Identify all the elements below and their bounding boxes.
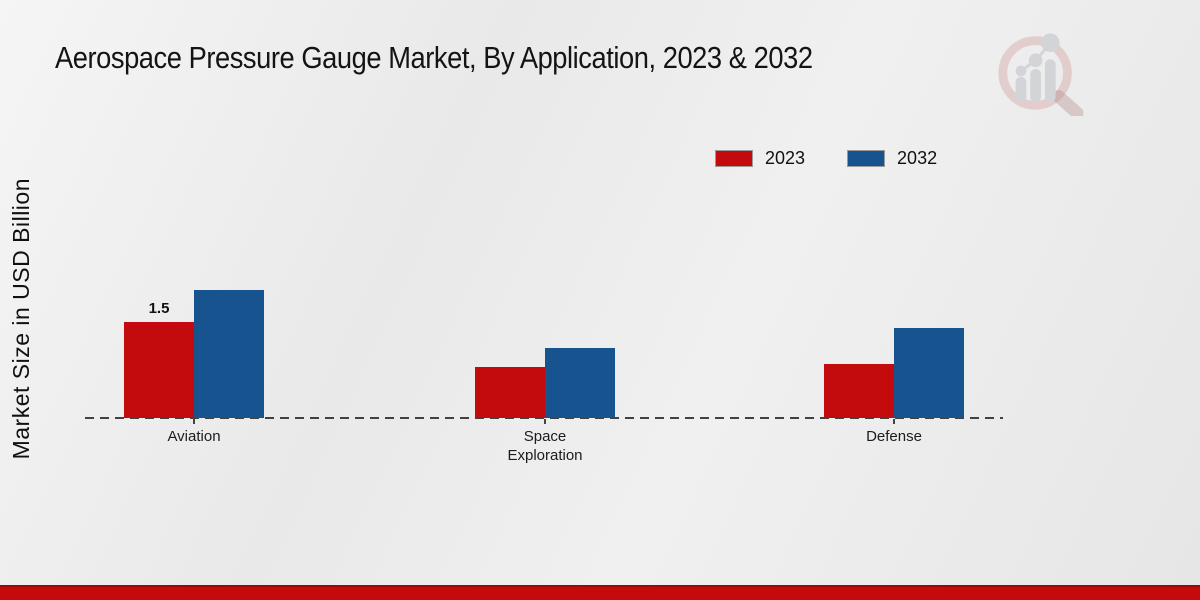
x-axis-baseline [85,417,1003,419]
logo-dot-3 [1041,33,1060,52]
axis-tick-aviation [193,419,195,424]
chart-title: Aerospace Pressure Gauge Market, By Appl… [55,40,813,75]
bar-2023-defense [824,364,894,418]
logo-dot-2 [1028,53,1043,68]
logo-bar-2 [1030,69,1041,103]
axis-tick-defense [893,419,895,424]
magnifier-ring [998,36,1072,110]
legend-label: 2032 [897,148,938,168]
footer-strip [0,585,1200,600]
bar-2023-aviation [124,322,194,418]
legend-item-2032: 2032 [847,148,937,169]
legend: 2023 2032 [715,148,937,169]
logo-bar-3 [1044,59,1056,103]
legend-label: 2023 [765,148,806,168]
logo-bar-1 [1015,76,1027,103]
logo-dot-1 [1015,65,1027,77]
legend-swatch-2023 [715,150,753,167]
bar-2032-defense [894,328,964,418]
bar-value-label-2023-aviation: 1.5 [148,300,170,317]
bar-2023-space-exploration [475,367,545,418]
category-label-defense: Defense [866,428,922,445]
bar-2032-space-exploration [545,348,615,418]
magnifier-handle [1052,90,1084,116]
market-research-magnifier-logo [998,33,1084,116]
category-label-space-exploration: Space Exploration [507,428,583,464]
category-label-aviation: Aviation [167,428,221,445]
bar-2032-aviation [194,290,264,418]
legend-item-2023: 2023 [715,148,805,169]
legend-swatch-2032 [847,150,886,167]
axis-tick-space-exploration [544,419,546,424]
